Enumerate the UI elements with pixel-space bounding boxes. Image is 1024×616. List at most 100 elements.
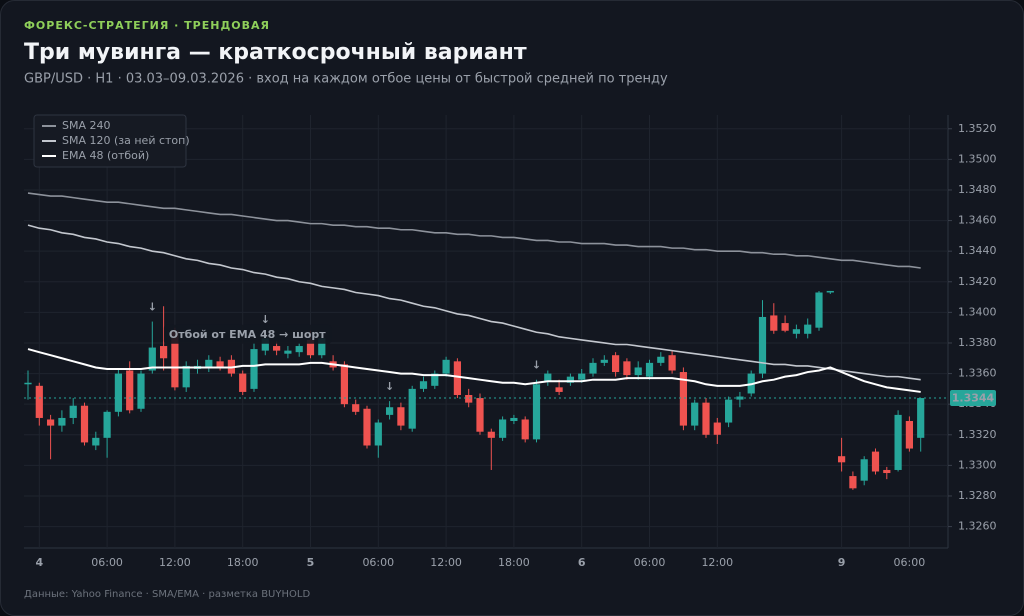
candle-body bbox=[352, 404, 360, 412]
y-tick-label: 1.3520 bbox=[958, 122, 997, 135]
candle-body bbox=[453, 361, 461, 395]
candle-body bbox=[182, 365, 190, 388]
legend-label: SMA 240 bbox=[62, 119, 111, 132]
candle-body bbox=[295, 346, 303, 353]
candle-body bbox=[160, 346, 168, 359]
candle-body bbox=[216, 361, 224, 368]
candle-body bbox=[284, 350, 292, 354]
candle-body bbox=[815, 292, 823, 328]
y-tick-label: 1.3420 bbox=[958, 275, 997, 288]
ma-line bbox=[27, 348, 921, 393]
candle-body bbox=[725, 399, 733, 423]
candle-body bbox=[883, 469, 891, 474]
candle-body bbox=[92, 437, 100, 446]
ma-line bbox=[27, 224, 921, 381]
x-tick-label: 06:00 bbox=[362, 556, 394, 569]
candle-body bbox=[532, 384, 541, 440]
x-tick-label: 06:00 bbox=[894, 556, 926, 569]
candle-body bbox=[589, 362, 597, 374]
x-tick-label: 4 bbox=[35, 556, 43, 569]
candle-body bbox=[758, 316, 767, 374]
candle-body bbox=[634, 367, 642, 376]
candle-body bbox=[713, 422, 721, 435]
candle-body bbox=[137, 373, 145, 409]
x-tick-label: 06:00 bbox=[91, 556, 123, 569]
candle-body bbox=[103, 411, 111, 438]
candle-body bbox=[306, 339, 315, 356]
candle-body bbox=[205, 359, 213, 368]
x-tick-label: 12:00 bbox=[159, 556, 191, 569]
candle-body bbox=[578, 373, 586, 380]
candle-body bbox=[657, 356, 665, 363]
ma-line bbox=[27, 192, 921, 269]
candle-body bbox=[487, 431, 495, 438]
candle-body bbox=[442, 359, 450, 374]
x-tick-label: 12:00 bbox=[430, 556, 462, 569]
candle-body bbox=[273, 346, 281, 351]
kicker: ФОРЕКС-СТРАТЕГИЯ · ТРЕНДОВАЯ bbox=[24, 19, 270, 32]
subtitle: GBP/USD · H1 · 03.03–09.03.2026 · вход н… bbox=[24, 72, 668, 87]
candle-body bbox=[917, 398, 925, 438]
candle-body bbox=[374, 422, 382, 446]
signal-marker: ↓ bbox=[532, 359, 541, 372]
candle-body bbox=[600, 359, 608, 363]
last-price-box bbox=[950, 390, 996, 407]
signal-marker: ↓ bbox=[385, 380, 394, 393]
x-tick-label: 06:00 bbox=[634, 556, 666, 569]
candle-body bbox=[781, 323, 789, 331]
candle-body bbox=[770, 315, 778, 331]
candle-body bbox=[623, 361, 631, 376]
footer: Данные: Yahoo Finance · SMA/EMA · размет… bbox=[24, 589, 310, 600]
candle-body bbox=[510, 417, 518, 422]
x-tick-label: 12:00 bbox=[701, 556, 733, 569]
y-tick-label: 1.3480 bbox=[958, 183, 997, 196]
candle-body bbox=[35, 385, 43, 418]
y-tick-label: 1.3300 bbox=[958, 458, 997, 471]
candle-body bbox=[679, 372, 687, 426]
y-tick-label: 1.3280 bbox=[958, 489, 997, 502]
candle-body bbox=[171, 330, 179, 388]
candle-body bbox=[792, 329, 800, 334]
y-tick-label: 1.3440 bbox=[958, 244, 997, 257]
candle-body bbox=[318, 338, 326, 356]
candle-body bbox=[148, 347, 156, 371]
x-tick-label: 6 bbox=[578, 556, 586, 569]
candle-body bbox=[250, 349, 258, 389]
y-tick-label: 1.3380 bbox=[958, 336, 997, 349]
candle-body bbox=[431, 373, 439, 386]
candle-body bbox=[894, 414, 902, 470]
candle-body bbox=[58, 417, 66, 426]
candle-body bbox=[397, 407, 405, 426]
candle-body bbox=[363, 408, 371, 446]
candle-body bbox=[499, 419, 507, 438]
candle-body bbox=[555, 387, 563, 392]
candle-body bbox=[465, 394, 473, 403]
candle-body bbox=[47, 419, 55, 426]
candle-body bbox=[612, 355, 620, 373]
candle-body bbox=[80, 405, 89, 443]
legend-label: EMA 48 (отбой) bbox=[62, 149, 149, 162]
x-tick-label: 5 bbox=[307, 556, 315, 569]
y-tick-label: 1.3500 bbox=[958, 152, 997, 165]
last-price-label: 1.3344 bbox=[952, 392, 995, 405]
candle-body bbox=[419, 381, 428, 389]
y-tick-label: 1.3320 bbox=[958, 428, 997, 441]
candle-body bbox=[702, 402, 710, 435]
candle-body bbox=[239, 373, 247, 392]
candle-body bbox=[905, 421, 913, 449]
candle-body bbox=[544, 373, 552, 382]
candle-body bbox=[860, 459, 868, 481]
candle-body bbox=[826, 290, 834, 293]
candle-body bbox=[804, 324, 812, 334]
x-tick-label: 9 bbox=[838, 556, 846, 569]
candle-body bbox=[114, 373, 122, 412]
y-tick-label: 1.3260 bbox=[958, 520, 997, 533]
annotation: Отбой от EMA 48 → шорт bbox=[163, 324, 332, 344]
candle-body bbox=[69, 405, 77, 418]
legend: SMA 240 SMA 120 (за ней стоп) EMA 48 (отбо… bbox=[33, 114, 190, 168]
candle-body bbox=[408, 388, 416, 429]
candle-body bbox=[691, 402, 699, 426]
legend-label: SMA 120 (за ней стоп) bbox=[62, 134, 190, 147]
signal-marker: ↓ bbox=[148, 301, 157, 314]
